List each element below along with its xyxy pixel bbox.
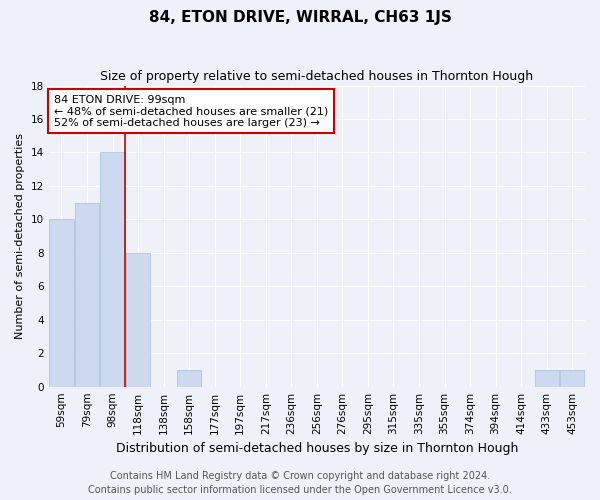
Text: Contains HM Land Registry data © Crown copyright and database right 2024.
Contai: Contains HM Land Registry data © Crown c… <box>88 471 512 495</box>
Bar <box>100 152 125 386</box>
Bar <box>535 370 559 386</box>
Title: Size of property relative to semi-detached houses in Thornton Hough: Size of property relative to semi-detach… <box>100 70 533 83</box>
Bar <box>560 370 584 386</box>
Bar <box>49 220 74 386</box>
Y-axis label: Number of semi-detached properties: Number of semi-detached properties <box>15 133 25 339</box>
X-axis label: Distribution of semi-detached houses by size in Thornton Hough: Distribution of semi-detached houses by … <box>116 442 518 455</box>
Bar <box>126 253 150 386</box>
Bar <box>177 370 201 386</box>
Text: 84 ETON DRIVE: 99sqm
← 48% of semi-detached houses are smaller (21)
52% of semi-: 84 ETON DRIVE: 99sqm ← 48% of semi-detac… <box>54 94 328 128</box>
Text: 84, ETON DRIVE, WIRRAL, CH63 1JS: 84, ETON DRIVE, WIRRAL, CH63 1JS <box>149 10 451 25</box>
Bar <box>75 202 99 386</box>
